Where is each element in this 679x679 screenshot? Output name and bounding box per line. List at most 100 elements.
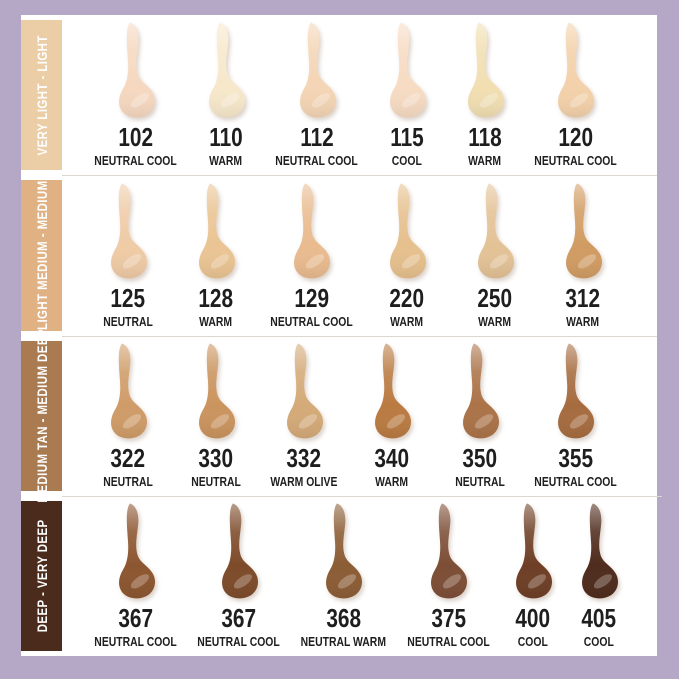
shade-number: 330 (198, 442, 234, 473)
shade-cell: 118 WARM (446, 15, 524, 175)
foundation-smear-swatch (390, 22, 427, 118)
row-category-label: MEDIUM TAN - MEDIUM DEEP (33, 328, 50, 503)
shade-cell: 115 COOL (368, 15, 446, 175)
swatch-cells: 102 NEUTRAL COOL 110 WARM 112 NEUTRAL CO… (62, 15, 657, 175)
shade-number: 375 (430, 603, 466, 633)
foundation-smear-swatch (374, 343, 411, 439)
shade-cell: 110 WARM (187, 15, 265, 175)
shade-number: 312 (565, 282, 601, 313)
shade-cell: 367 NEUTRAL COOL (187, 497, 290, 656)
foundation-smear-swatch (221, 503, 258, 599)
shade-undertone: NEUTRAL (103, 473, 153, 489)
shade-number: 250 (477, 282, 513, 313)
shade-cell: 102 NEUTRAL COOL (84, 15, 187, 175)
shade-undertone: WARM (566, 313, 600, 329)
shade-row-medium-tan-medium-deep: MEDIUM TAN - MEDIUM DEEP 322 NEUTRAL 330… (21, 329, 657, 502)
shade-undertone: NEUTRAL (455, 473, 505, 489)
shade-number: 368 (326, 603, 361, 633)
swatch-cells: 322 NEUTRAL 330 NEUTRAL 332 WARM OLIVE 3… (62, 335, 657, 496)
shade-undertone: WARM (209, 153, 243, 169)
shade-undertone: WARM (478, 313, 512, 329)
shade-cell: 330 NEUTRAL (172, 337, 260, 496)
shade-undertone: NEUTRAL COOL (534, 473, 617, 489)
shade-undertone: WARM (375, 473, 409, 489)
foundation-smear-swatch (558, 22, 595, 118)
shade-cell: 368 NEUTRAL WARM (290, 497, 397, 656)
swatch-cells: 125 NEUTRAL 128 WARM 129 NEUTRAL COOL 22… (62, 175, 657, 335)
shade-number: 120 (558, 122, 593, 153)
shade-undertone: NEUTRAL COOL (197, 634, 280, 649)
shade-cell: 128 WARM (172, 176, 260, 335)
shade-undertone: NEUTRAL COOL (94, 153, 177, 169)
shade-number: 128 (198, 282, 234, 313)
shade-cell: 129 NEUTRAL COOL (260, 176, 363, 335)
shade-undertone: NEUTRAL (103, 313, 153, 329)
foundation-smear-swatch (111, 343, 147, 439)
foundation-smear-swatch (515, 503, 552, 599)
row-category-sidebar: MEDIUM TAN - MEDIUM DEEP (21, 329, 62, 502)
swatch-cells: 367 NEUTRAL COOL 367 NEUTRAL COOL 368 NE… (62, 495, 662, 656)
shade-undertone: COOL (391, 153, 423, 169)
shade-row-very-light-light: VERY LIGHT - LIGHT 102 NEUTRAL COOL 110 … (21, 15, 657, 175)
shade-cell: 322 NEUTRAL (84, 337, 172, 496)
shade-undertone: COOL (583, 634, 614, 649)
foundation-smear-swatch (199, 343, 235, 439)
shade-cell: 375 NEUTRAL COOL (397, 497, 500, 656)
row-category-sidebar: VERY LIGHT - LIGHT (21, 20, 62, 171)
foundation-smear-swatch (478, 182, 514, 278)
foundation-smear-swatch (199, 182, 235, 278)
shade-undertone: WARM OLIVE (270, 473, 338, 489)
foundation-smear-swatch (111, 182, 147, 278)
shade-undertone: WARM (468, 153, 502, 169)
foundation-smear-swatch (299, 22, 336, 118)
shade-cell: 355 NEUTRAL COOL (524, 337, 627, 496)
shade-cell: 350 NEUTRAL (436, 337, 524, 496)
shade-cell: 120 NEUTRAL COOL (524, 15, 627, 175)
shade-cell: 332 WARM OLIVE (260, 337, 348, 496)
shade-cell: 405 COOL (566, 497, 632, 656)
row-category-label: LIGHT MEDIUM - MEDIUM (33, 180, 50, 331)
row-category-sidebar: DEEP - VERY DEEP (21, 500, 62, 651)
shade-cell: 220 WARM (363, 176, 451, 335)
foundation-smear-swatch (326, 503, 363, 599)
foundation-smear-swatch (286, 343, 323, 439)
row-category-label: VERY LIGHT - LIGHT (33, 34, 50, 156)
shade-number: 332 (286, 442, 322, 473)
shade-chart-panel: VERY LIGHT - LIGHT 102 NEUTRAL COOL 110 … (21, 15, 662, 656)
shade-number: 367 (118, 603, 153, 633)
foundation-smear-swatch (294, 182, 331, 278)
foundation-smear-swatch (209, 22, 246, 118)
shade-cell: 367 NEUTRAL COOL (84, 497, 187, 656)
shade-undertone: WARM (199, 313, 233, 329)
shade-row-deep-very-deep: DEEP - VERY DEEP 367 NEUTRAL COOL 367 NE… (21, 495, 662, 656)
shade-number: 118 (468, 122, 502, 153)
foundation-smear-swatch (581, 503, 618, 599)
shade-cell: 112 NEUTRAL COOL (265, 15, 368, 175)
foundation-smear-swatch (558, 343, 595, 439)
foundation-smear-swatch (462, 343, 499, 439)
shade-row-light-medium-medium: LIGHT MEDIUM - MEDIUM 125 NEUTRAL 128 WA… (21, 175, 657, 335)
shade-number: 367 (221, 603, 256, 633)
shade-cell: 312 WARM (539, 176, 627, 335)
shade-cell: 340 WARM (348, 337, 436, 496)
foundation-smear-swatch (566, 182, 602, 278)
shade-undertone: NEUTRAL COOL (275, 153, 358, 169)
shade-undertone: NEUTRAL WARM (300, 634, 387, 649)
shade-number: 110 (209, 122, 243, 153)
foundation-smear-swatch (468, 22, 504, 118)
shade-number: 400 (515, 603, 551, 633)
shade-cell: 250 WARM (451, 176, 539, 335)
shade-number: 355 (558, 442, 593, 473)
foundation-smear-swatch (118, 22, 155, 118)
shade-number: 322 (110, 442, 146, 473)
shade-number: 125 (110, 282, 146, 313)
shade-number: 102 (118, 122, 153, 153)
foundation-smear-swatch (390, 182, 427, 278)
shade-number: 129 (294, 282, 329, 313)
shade-number: 405 (581, 603, 617, 633)
foundation-smear-swatch (431, 503, 468, 599)
shade-undertone: NEUTRAL COOL (270, 313, 353, 329)
shade-number: 112 (299, 122, 334, 153)
shade-cell: 400 COOL (500, 497, 566, 656)
shade-number: 115 (390, 122, 424, 153)
